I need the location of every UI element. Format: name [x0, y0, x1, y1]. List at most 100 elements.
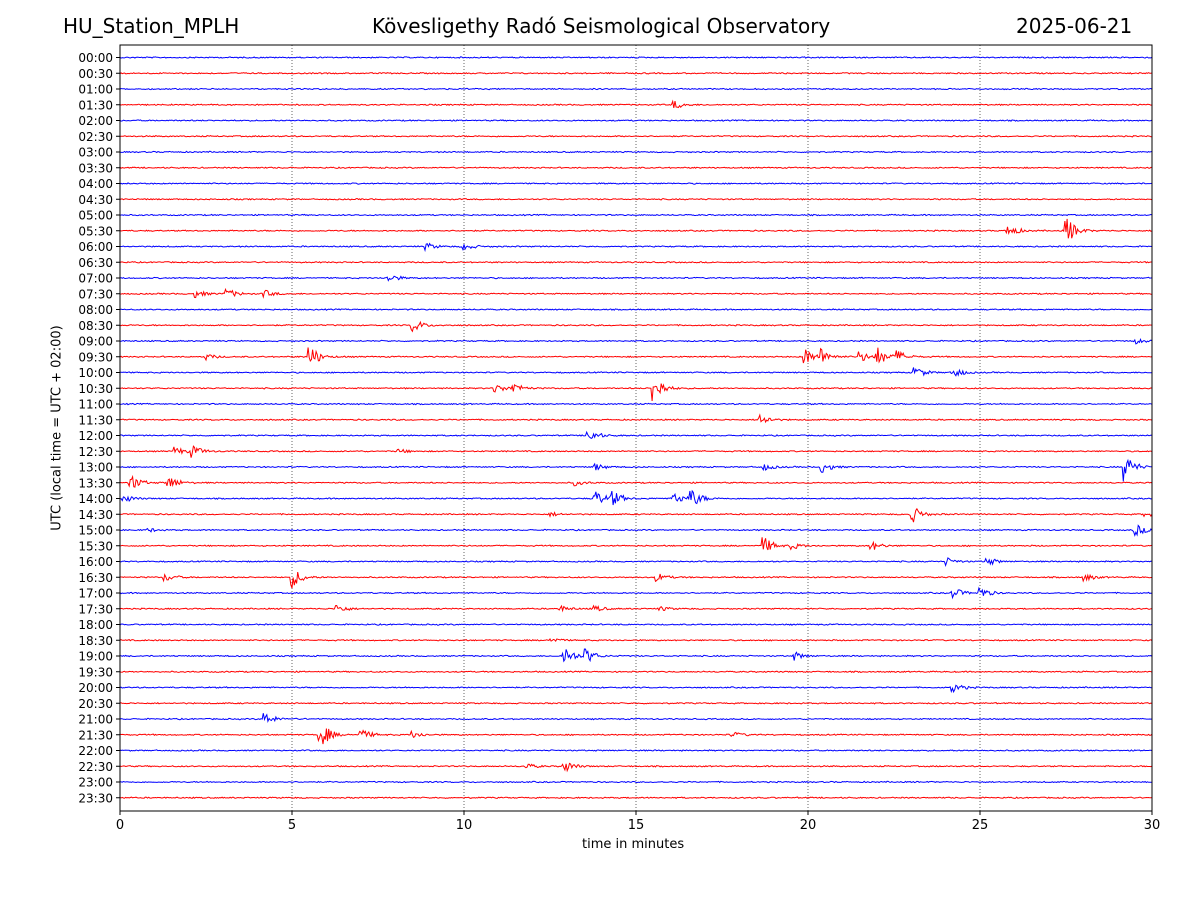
trace-0200 [119, 119, 1153, 122]
y-tick-label: 18:00 [78, 618, 113, 632]
trace-0500 [119, 213, 1153, 217]
trace-1630 [119, 572, 1152, 589]
y-tick-label: 15:00 [78, 524, 113, 538]
x-tick-label: 30 [1144, 818, 1161, 833]
y-tick-label: 07:30 [78, 287, 113, 301]
trace-1800 [119, 623, 1153, 626]
y-tick-label: 19:30 [78, 665, 113, 679]
trace-1330 [119, 474, 1153, 488]
y-tick-label: 21:30 [78, 728, 113, 742]
trace-group [119, 56, 1153, 800]
y-tick-label: 16:00 [78, 555, 113, 569]
y-tick-label: 08:00 [78, 303, 113, 317]
y-tick-label: 05:30 [78, 224, 113, 238]
trace-2300 [119, 780, 1152, 784]
trace-0530 [119, 218, 1153, 239]
trace-0630 [119, 260, 1152, 264]
y-tick-label: 00:00 [78, 51, 113, 65]
trace-1530 [119, 537, 1153, 551]
trace-1100 [119, 402, 1153, 406]
x-tick-label: 5 [288, 818, 296, 833]
trace-1130 [119, 413, 1153, 424]
y-tick-label: 20:00 [78, 681, 113, 695]
observatory-title: Kövesligethy Radó Seismological Observat… [372, 14, 831, 38]
trace-0300 [119, 150, 1153, 154]
trace-1900 [119, 648, 1153, 663]
y-tick-label: 17:00 [78, 587, 113, 601]
y-tick-label: 04:00 [78, 177, 113, 191]
trace-0430 [119, 197, 1153, 201]
trace-0230 [119, 134, 1152, 138]
trace-1430 [119, 507, 1153, 523]
trace-1500 [119, 524, 1153, 537]
x-axis: 0 5 10 15 20 25 30 [116, 811, 1160, 833]
y-tick-label: 14:00 [78, 492, 113, 506]
y-tick-label: 15:30 [78, 539, 113, 553]
trace-0600 [120, 242, 1153, 253]
y-tick-label: 01:30 [78, 98, 113, 112]
y-tick-label: 11:30 [78, 413, 113, 427]
trace-1830 [119, 637, 1153, 642]
y-tick-label: 21:00 [78, 713, 113, 727]
station-title: HU_Station_MPLH [63, 14, 240, 38]
trace-0700 [119, 275, 1153, 282]
trace-0800 [119, 308, 1153, 311]
date-title: 2025-06-21 [1016, 14, 1133, 38]
y-tick-label: 08:30 [78, 319, 113, 333]
trace-1030 [119, 383, 1153, 402]
y-tick-label: 16:30 [78, 571, 113, 585]
y-axis-label: UTC (local time = UTC + 02:00) [49, 325, 65, 531]
trace-0030 [119, 71, 1153, 75]
y-tick-label: 20:30 [78, 697, 113, 711]
y-tick-label: 23:30 [78, 791, 113, 805]
trace-0400 [119, 182, 1153, 185]
y-tick-label: 09:30 [78, 350, 113, 364]
y-tick-label: 18:30 [78, 634, 113, 648]
y-tick-label: 10:00 [78, 366, 113, 380]
trace-1730 [119, 604, 1152, 613]
y-tick-label: 12:30 [78, 445, 113, 459]
y-tick-label: 05:00 [78, 209, 113, 223]
trace-0830 [119, 320, 1153, 333]
y-tick-label: 06:00 [78, 240, 113, 254]
x-tick-label: 0 [116, 818, 124, 833]
y-tick-label: 13:30 [78, 476, 113, 490]
trace-2100 [119, 713, 1153, 724]
trace-2200 [119, 749, 1153, 752]
trace-1600 [119, 557, 1153, 568]
x-tick-label: 20 [800, 818, 817, 833]
trace-0730 [119, 287, 1153, 299]
trace-1930 [119, 670, 1153, 674]
y-tick-label: 04:30 [78, 193, 113, 207]
trace-2230 [119, 762, 1153, 773]
y-tick-label: 07:00 [78, 272, 113, 286]
y-tick-label: 03:00 [78, 146, 113, 160]
trace-1000 [119, 367, 1152, 377]
trace-0900 [119, 338, 1153, 345]
trace-1300 [119, 458, 1153, 482]
trace-1230 [119, 445, 1153, 458]
trace-0100 [119, 87, 1153, 91]
y-tick-label: 10:30 [78, 382, 113, 396]
y-tick-label: 22:30 [78, 760, 113, 774]
y-tick-label: 12:00 [78, 429, 113, 443]
x-tick-label: 15 [628, 818, 645, 833]
y-tick-label: 23:00 [78, 776, 113, 790]
x-tick-label: 10 [456, 818, 473, 833]
trace-2000 [119, 684, 1153, 694]
trace-0930 [119, 347, 1153, 364]
trace-1700 [119, 586, 1153, 600]
y-tick-label: 01:00 [78, 83, 113, 97]
y-tick-label: 22:00 [78, 744, 113, 758]
grid-lines [291, 45, 981, 811]
y-tick-label: 06:30 [78, 256, 113, 270]
y-tick-label: 13:00 [78, 461, 113, 475]
y-tick-label: 02:30 [78, 130, 113, 144]
y-tick-label: 02:00 [78, 114, 113, 128]
x-axis-label: time in minutes [582, 837, 685, 852]
y-tick-label: 09:00 [78, 335, 113, 349]
y-tick-label: 14:30 [78, 508, 113, 522]
trace-0000 [119, 56, 1153, 59]
